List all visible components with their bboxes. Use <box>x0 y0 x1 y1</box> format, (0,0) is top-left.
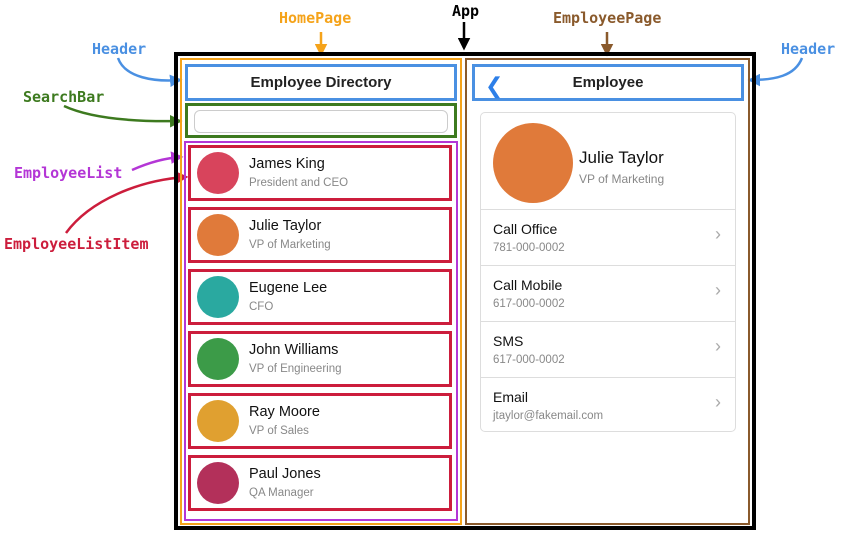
action-label: Email <box>493 389 529 405</box>
employeepage-frame <box>465 58 750 525</box>
homepage-frame <box>180 58 462 525</box>
employee-list-item[interactable]: Julie Taylor VP of Marketing <box>188 207 452 263</box>
action-value: jtaylor@fakemail.com <box>493 410 604 422</box>
employee-list-item[interactable]: Eugene Lee CFO <box>188 269 452 325</box>
employee-name: John Williams <box>249 342 339 358</box>
avatar <box>493 123 573 203</box>
searchbar-label: SearchBar <box>23 88 105 106</box>
employee-list-item[interactable]: John Williams VP of Engineering <box>188 331 452 387</box>
employee-title: President and CEO <box>249 177 349 189</box>
action-value: 617-000-0002 <box>493 354 565 366</box>
chevron-right-icon: › <box>715 280 721 300</box>
action-label: SMS <box>493 333 524 349</box>
avatar <box>197 152 239 194</box>
action-row-call-mobile[interactable]: Call Mobile 617-000-0002 › <box>481 265 735 322</box>
employee-list-item[interactable]: Paul Jones QA Manager <box>188 455 452 511</box>
avatar <box>197 214 239 256</box>
app-label: App <box>452 2 480 20</box>
employee-title: CFO <box>249 301 274 313</box>
employeelistitem-arrow <box>64 171 189 234</box>
homepage-label: HomePage <box>279 9 352 27</box>
chevron-right-icon: › <box>715 336 721 356</box>
employee-header-title: Employee <box>572 74 644 91</box>
employeelistitem-label: EmployeeListItem <box>4 235 149 253</box>
searchbar-arrow <box>63 104 183 128</box>
employee-list <box>184 141 458 521</box>
action-label: Call Office <box>493 221 558 237</box>
action-row-sms[interactable]: SMS 617-000-0002 › <box>481 321 735 378</box>
employee-name: Paul Jones <box>249 466 321 482</box>
chevron-right-icon: › <box>715 392 721 412</box>
action-row-call-office[interactable]: Call Office 781-000-0002 › <box>481 209 735 266</box>
chevron-right-icon: › <box>715 224 721 244</box>
detail-title: VP of Marketing <box>579 172 665 186</box>
employee-name: Eugene Lee <box>249 280 328 296</box>
avatar <box>197 276 239 318</box>
search-bar <box>185 103 457 138</box>
employee-name: Julie Taylor <box>249 218 322 234</box>
action-value: 617-000-0002 <box>493 298 565 310</box>
header-right-arrow <box>747 57 804 87</box>
employee-title: VP of Engineering <box>249 363 342 375</box>
back-chevron-icon[interactable]: ❮ <box>485 73 504 98</box>
header-left-label: Header <box>92 40 147 58</box>
employee-list-item[interactable]: Ray Moore VP of Sales <box>188 393 452 449</box>
search-input[interactable] <box>194 110 448 133</box>
home-title: Employee Directory <box>250 74 392 91</box>
employeepage-label: EmployeePage <box>553 9 662 27</box>
avatar <box>197 338 239 380</box>
app-frame <box>174 52 756 530</box>
employee-name: James King <box>249 156 325 172</box>
employee-title: QA Manager <box>249 487 314 499</box>
action-row-email[interactable]: Email jtaylor@fakemail.com › <box>481 377 735 434</box>
employee-header: ❮ Employee <box>472 64 744 101</box>
home-header: Employee Directory <box>185 64 457 101</box>
action-value: 781-000-0002 <box>493 242 565 254</box>
detail-name: Julie Taylor <box>579 148 664 167</box>
header-left-arrow <box>116 57 183 88</box>
employeelist-label: EmployeeList <box>14 164 123 182</box>
action-label: Call Mobile <box>493 277 563 293</box>
employee-title: VP of Marketing <box>249 239 331 251</box>
avatar <box>197 462 239 504</box>
employee-detail-card: Julie Taylor VP of Marketing Call Office… <box>480 112 736 432</box>
avatar <box>197 400 239 442</box>
employee-name: Ray Moore <box>249 404 320 420</box>
employee-title: VP of Sales <box>249 425 309 437</box>
header-right-label: Header <box>781 40 836 58</box>
employee-list-item[interactable]: James King President and CEO <box>188 145 452 201</box>
